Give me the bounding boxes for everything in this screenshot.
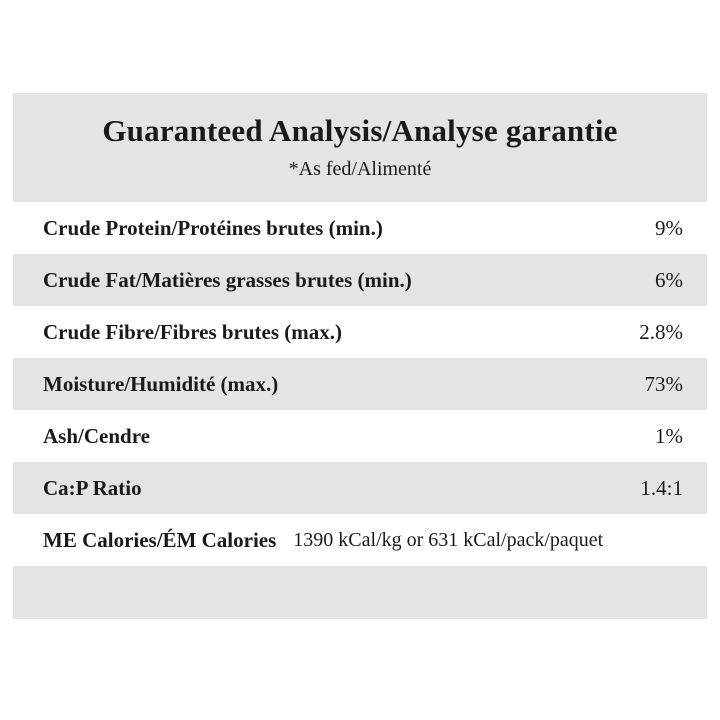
row-crude-protein: Crude Protein/Protéines brutes (min.) 9% xyxy=(13,202,707,254)
row-ash: Ash/Cendre 1% xyxy=(13,410,707,462)
row-value: 2.8% xyxy=(639,319,683,344)
row-value: 1.4:1 xyxy=(640,475,683,500)
row-cap-ratio: Ca:P Ratio 1.4:1 xyxy=(13,462,707,514)
row-value: 73% xyxy=(644,371,684,396)
row-label: Crude Fat/Matières grasses brutes (min.) xyxy=(43,267,412,292)
guaranteed-analysis-table: Guaranteed Analysis/Analyse garantie *As… xyxy=(13,93,707,619)
row-value: 6% xyxy=(655,267,683,292)
row-me-calories: ME Calories/ÉM Calories 1390 kCal/kg or … xyxy=(13,514,707,566)
table-header: Guaranteed Analysis/Analyse garantie *As… xyxy=(13,93,707,202)
row-value: 9% xyxy=(655,215,683,240)
row-crude-fibre: Crude Fibre/Fibres brutes (max.) 2.8% xyxy=(13,306,707,358)
row-label: ME Calories/ÉM Calories xyxy=(43,527,277,552)
empty-band xyxy=(13,566,707,619)
row-label: Moisture/Humidité (max.) xyxy=(43,371,279,396)
row-label: Crude Fibre/Fibres brutes (max.) xyxy=(43,319,343,344)
table-title: Guaranteed Analysis/Analyse garantie xyxy=(102,113,618,149)
row-label: Ca:P Ratio xyxy=(43,475,142,500)
row-crude-fat: Crude Fat/Matières grasses brutes (min.)… xyxy=(13,254,707,306)
row-label: Crude Protein/Protéines brutes (min.) xyxy=(43,215,383,240)
row-value: 1% xyxy=(655,423,683,448)
row-moisture: Moisture/Humidité (max.) 73% xyxy=(13,358,707,410)
row-label: Ash/Cendre xyxy=(43,423,150,448)
table-subtitle: *As fed/Alimenté xyxy=(288,157,432,180)
row-value: 1390 kCal/kg or 631 kCal/pack/paquet xyxy=(293,528,604,551)
